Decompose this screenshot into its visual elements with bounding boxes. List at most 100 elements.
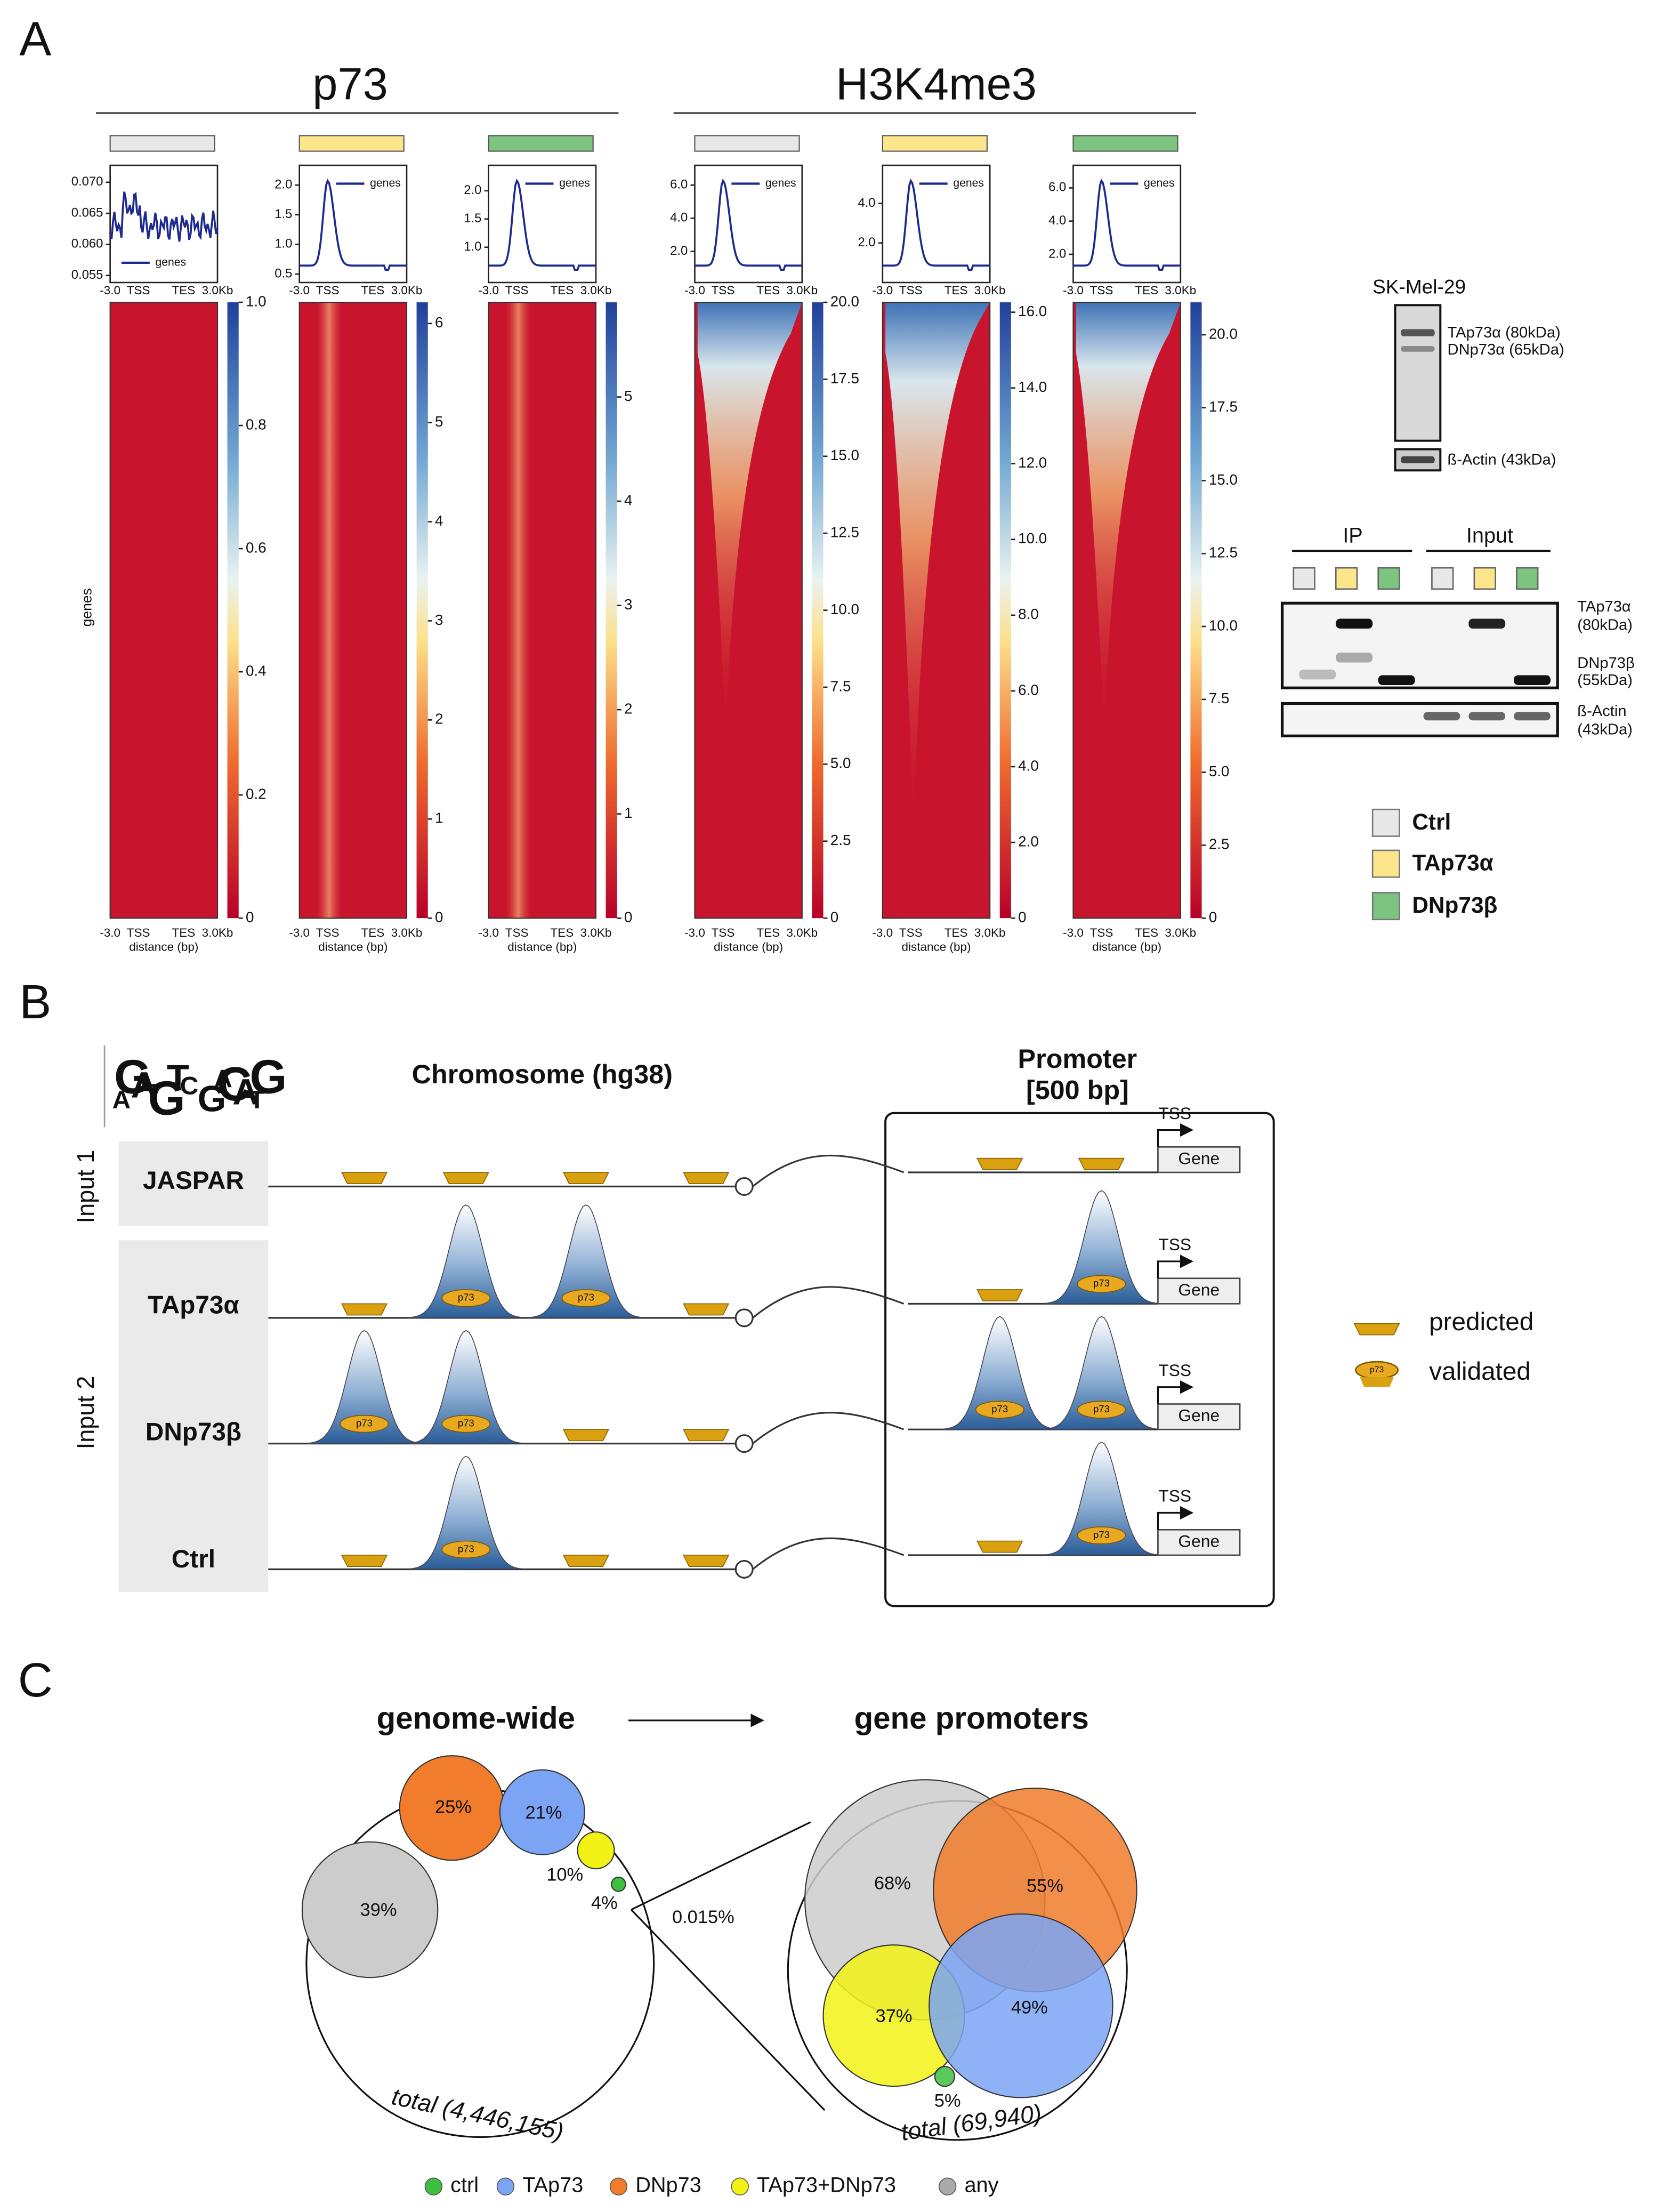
heatmap-x-tick: 3.0Kb — [391, 926, 423, 939]
predicted-site — [682, 1303, 730, 1316]
percent-label: 25% — [435, 1797, 472, 1817]
set-circle — [929, 1913, 1113, 2098]
motif-letter: T — [167, 1057, 189, 1098]
heatmap-signal — [885, 302, 990, 834]
colorbar-tick-label: 0 — [1018, 908, 1026, 925]
tss-label: TSS — [1158, 1486, 1191, 1506]
locus-node — [734, 1177, 754, 1196]
profile-frame — [1072, 164, 1182, 284]
colorbar-tick-label: 0 — [435, 908, 443, 925]
condition-swatch — [694, 135, 800, 152]
colorbar-tick-label: 0 — [1209, 908, 1217, 925]
locus-node — [734, 1434, 754, 1453]
tss-arrow — [1157, 1123, 1194, 1147]
profile-x-tick: TES — [944, 284, 968, 297]
profile-x-tick: TSS — [899, 284, 923, 297]
percent-label: 37% — [876, 2006, 913, 2026]
blot-band — [1378, 675, 1415, 686]
heatmap-frame — [109, 301, 219, 919]
set-circle — [577, 1831, 615, 1870]
heatmap-x-tick: TSS — [1090, 926, 1113, 939]
validated-site — [441, 1414, 491, 1433]
blot-band — [1468, 618, 1506, 629]
peak-label: p73 — [991, 1403, 1008, 1414]
binding-peak — [1044, 1316, 1158, 1430]
blot-image — [1280, 601, 1559, 689]
profile-curve — [488, 179, 596, 271]
colorbar-tick-label: 7.5 — [830, 678, 851, 694]
lane-swatch — [1473, 567, 1496, 590]
colorbar-tick-label: 1 — [624, 805, 632, 821]
validated-site — [441, 1289, 491, 1307]
colorbar-tick-label: 3 — [435, 612, 443, 628]
profile-tick-label: 4.0 — [670, 211, 688, 225]
peak-label: p73 — [458, 1292, 474, 1303]
profile-frame — [488, 164, 597, 284]
colorbar-tick-label: 10.0 — [830, 601, 859, 617]
profile-x-tick: TSS — [505, 284, 529, 297]
profile-tick-label: 4.0 — [1048, 213, 1066, 228]
lane-swatch — [1377, 567, 1400, 590]
set-circle — [934, 2065, 955, 2087]
profile-x-tick: -3.0 — [1063, 284, 1084, 297]
colorbar-tick-label: 2.0 — [1018, 833, 1039, 849]
motif-letter: T — [148, 1079, 163, 1107]
blot-title: SK-Mel-29 — [1373, 275, 1466, 297]
colorbar-tick-label: 0 — [830, 908, 838, 925]
input-label: Input 1 — [72, 1150, 99, 1224]
colorbar-tick-label: 5.0 — [830, 755, 851, 771]
blot-band-label: (80kDa) — [1577, 616, 1633, 633]
input-box — [118, 1240, 269, 1592]
row-label: JASPAR — [143, 1167, 244, 1195]
predicted-site — [682, 1172, 730, 1185]
validated-site — [441, 1540, 491, 1559]
profile-curve — [882, 179, 990, 271]
legend-label: TAp73α — [1412, 850, 1493, 875]
colorbar-tick-label: 6.0 — [1018, 681, 1039, 698]
colorbar-tick-label: 2 — [624, 700, 632, 717]
heatmap-x-tick: -3.0 — [684, 926, 705, 939]
binding-peak — [409, 1455, 523, 1570]
zoom-link — [752, 1154, 905, 1187]
gene-label: Gene — [1178, 1280, 1220, 1299]
x-axis-label: distance (bp) — [318, 940, 387, 954]
zoom-wedge — [631, 1821, 826, 2111]
binding-peak — [409, 1330, 523, 1444]
blot-band — [1336, 653, 1373, 663]
colorbar-tick-label: 10.0 — [1018, 530, 1047, 546]
percent-label: 4% — [591, 1893, 618, 1913]
colorbar-tick-label: 12.0 — [1018, 454, 1047, 471]
lane-header: IP — [1343, 524, 1363, 547]
profile-frame — [694, 164, 803, 284]
heatmap — [110, 302, 217, 919]
profile-x-tick: 3.0Kb — [786, 284, 818, 297]
percent-label: 49% — [1011, 1998, 1048, 2018]
predicted-site — [341, 1303, 388, 1316]
row-label: DNp73β — [146, 1418, 241, 1446]
section-title: gene promoters — [854, 1701, 1089, 1735]
condition-swatch — [488, 135, 594, 152]
colorbar-tick-label: 4 — [624, 492, 632, 508]
heatmap-x-tick: -3.0 — [289, 926, 310, 939]
profile-tick-label: 2.0 — [1048, 246, 1066, 261]
peak-label: p73 — [356, 1417, 373, 1428]
colorbar-tick-label: 20.0 — [1209, 325, 1238, 342]
section-title: Promoter — [1018, 1043, 1137, 1074]
legend-swatch — [1371, 849, 1400, 878]
profile-x-tick: TES — [361, 284, 385, 297]
legend-swatch — [1371, 892, 1400, 921]
colorbar-tick-label: 14.0 — [1018, 379, 1047, 395]
peak-label: p73 — [1093, 1277, 1110, 1289]
profile-x-tick: 3.0Kb — [974, 284, 1006, 297]
colorbar-tick-label: 15.0 — [1209, 471, 1238, 488]
blot-band-label: DNp73α (65kDa) — [1448, 341, 1564, 358]
predicted-site — [442, 1172, 489, 1185]
profile-legend: genes — [155, 256, 186, 268]
blot-band-label: DNp73β — [1577, 655, 1634, 672]
colorbar-tick-label: 0.2 — [246, 785, 267, 802]
blot-band — [1423, 712, 1460, 721]
profile-x-tick: 3.0Kb — [391, 284, 423, 297]
section-title: [500 bp] — [1026, 1074, 1129, 1105]
